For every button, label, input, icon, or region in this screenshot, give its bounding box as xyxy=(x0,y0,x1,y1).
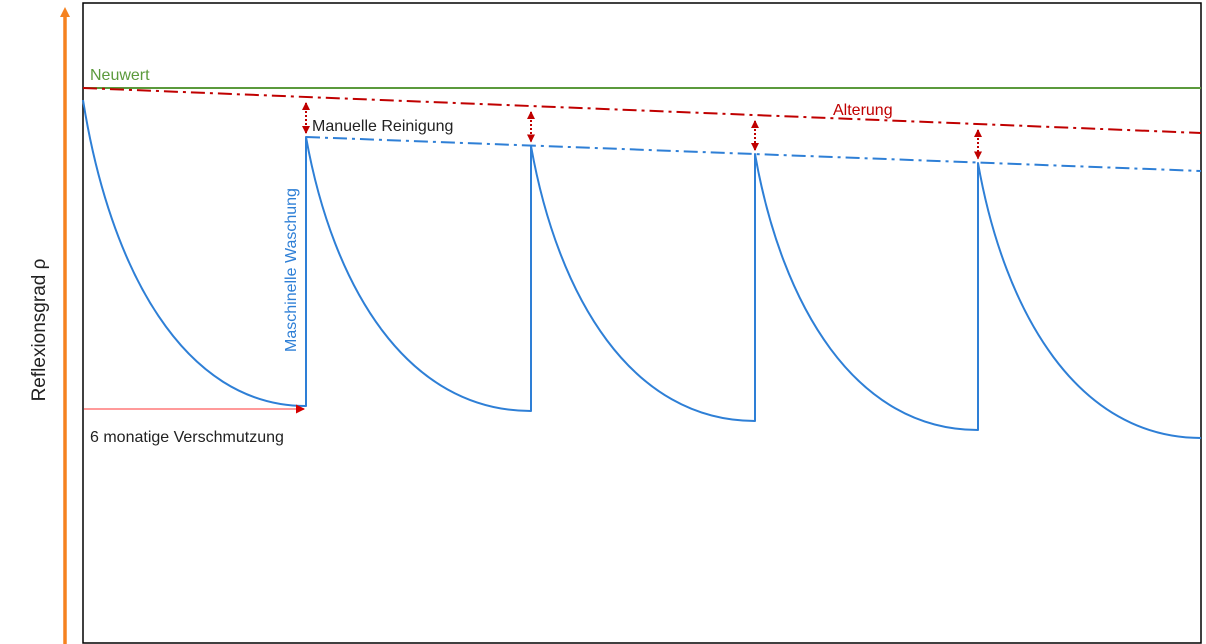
plot-frame xyxy=(82,2,1202,644)
manual-cleaning-label: Manuelle Reinigung xyxy=(312,118,453,135)
reflectance-curve xyxy=(82,99,1202,439)
manual-cleaning-arrows xyxy=(302,101,982,160)
aging-label: Alterung xyxy=(833,102,893,119)
new-value-label: Neuwert xyxy=(90,67,150,84)
soiling-period-label: 6 monatige Verschmutzung xyxy=(90,429,284,446)
machine-washing-label: Maschinelle Waschung xyxy=(283,188,300,352)
y-axis-label: Reflexionsgrad ρ xyxy=(29,258,50,402)
washing-trend-line xyxy=(305,136,1202,172)
aging-line xyxy=(82,87,1202,134)
